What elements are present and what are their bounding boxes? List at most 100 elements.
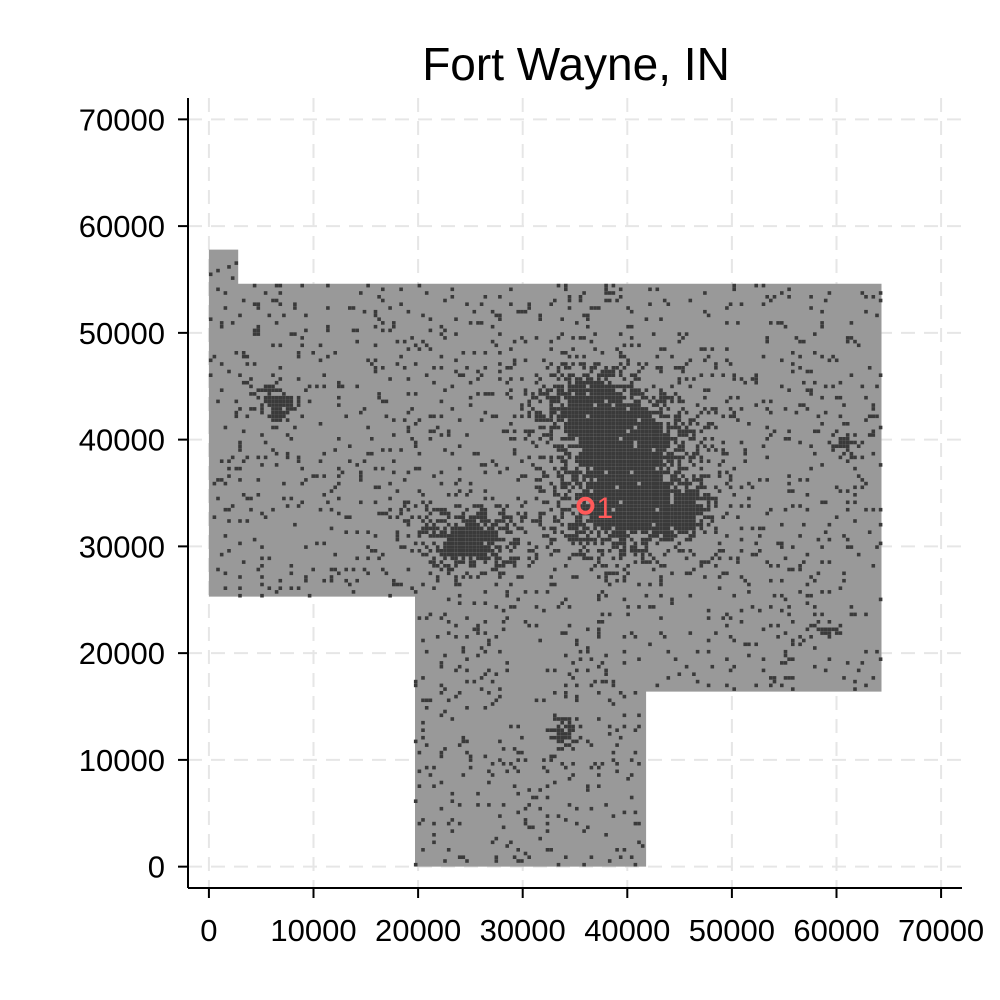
density-cell	[578, 530, 583, 534]
density-cell	[538, 489, 542, 493]
density-cell	[597, 399, 601, 404]
density-cell	[249, 507, 253, 512]
density-cell	[743, 448, 747, 452]
density-cell	[556, 500, 561, 505]
density-cell	[640, 444, 645, 448]
density-cell	[571, 485, 575, 490]
density-cell	[842, 440, 846, 445]
density-cell	[534, 414, 539, 419]
density-cell	[476, 552, 480, 557]
density-cell	[699, 347, 704, 351]
density-cell	[677, 377, 682, 381]
density-cell	[703, 493, 707, 497]
density-cell	[461, 519, 466, 523]
density-cell	[553, 691, 557, 695]
density-cell	[629, 855, 634, 859]
density-cell	[589, 366, 594, 370]
density-cell	[618, 433, 623, 437]
density-cell	[417, 515, 422, 519]
density-cell	[600, 459, 605, 463]
density-cell	[428, 429, 433, 434]
density-cell	[483, 530, 488, 534]
density-cell	[648, 459, 652, 463]
density-cell	[457, 515, 462, 519]
density-cell	[571, 676, 575, 680]
density-cell	[249, 496, 253, 501]
density-cell	[465, 545, 469, 549]
density-cell	[809, 593, 813, 598]
density-cell	[626, 459, 630, 463]
density-cell	[593, 380, 597, 385]
density-cell	[545, 769, 550, 774]
density-cell	[571, 407, 575, 411]
density-cell	[615, 848, 619, 852]
density-cell	[622, 444, 627, 448]
density-cell	[651, 455, 656, 460]
density-cell	[538, 522, 542, 527]
density-cell	[607, 571, 612, 576]
density-cell	[567, 422, 572, 426]
density-cell	[710, 515, 715, 519]
x-tick-label: 60000	[793, 913, 879, 948]
density-cell	[487, 530, 491, 534]
density-cell	[296, 377, 301, 381]
density-cell	[446, 549, 451, 553]
density-cell	[618, 459, 623, 463]
density-cell	[542, 608, 546, 613]
density-cell	[439, 549, 444, 553]
density-cell	[864, 683, 868, 688]
density-cell	[607, 433, 612, 437]
density-cell	[607, 582, 612, 587]
density-cell	[644, 481, 649, 486]
density-cell	[805, 627, 810, 632]
density-cell	[498, 549, 502, 553]
density-cell	[677, 541, 682, 546]
density-cell	[633, 560, 638, 564]
density-cell	[516, 526, 520, 531]
density-cell	[428, 612, 433, 617]
density-cell	[564, 466, 568, 471]
density-cell	[684, 410, 689, 415]
density-cell	[618, 511, 623, 516]
density-cell	[315, 384, 319, 389]
density-cell	[589, 530, 594, 534]
density-cell	[684, 377, 689, 381]
density-cell	[670, 384, 674, 389]
density-cell	[490, 762, 495, 766]
density-cell	[494, 582, 499, 587]
density-cell	[582, 530, 586, 534]
density-cell	[446, 541, 451, 546]
density-cell	[351, 306, 356, 310]
density-cell	[516, 769, 520, 774]
density-cell	[648, 642, 652, 647]
density-cell	[432, 833, 436, 837]
density-cell	[769, 321, 773, 325]
density-cell	[637, 422, 641, 426]
density-cell	[556, 444, 561, 448]
density-cell	[637, 485, 641, 490]
density-cell	[728, 395, 733, 400]
density-cell	[838, 455, 843, 460]
density-cell	[820, 324, 824, 329]
density-cell	[659, 530, 663, 534]
density-cell	[659, 463, 663, 467]
density-cell	[567, 388, 572, 392]
density-cell	[549, 754, 553, 759]
density-cell	[381, 399, 385, 404]
density-cell	[498, 694, 502, 699]
density-cell	[395, 339, 400, 344]
density-cell	[586, 403, 590, 407]
density-cell	[692, 672, 696, 676]
density-cell	[597, 575, 601, 579]
density-cell	[871, 414, 876, 419]
density-cell	[666, 433, 671, 437]
density-cell	[230, 276, 235, 280]
density-cell	[644, 466, 649, 471]
density-cell	[659, 392, 663, 396]
density-cell	[633, 429, 638, 434]
density-cell	[607, 373, 612, 377]
density-cell	[468, 519, 473, 523]
density-cell	[820, 321, 824, 325]
density-cell	[853, 500, 857, 505]
density-cell	[618, 455, 623, 460]
